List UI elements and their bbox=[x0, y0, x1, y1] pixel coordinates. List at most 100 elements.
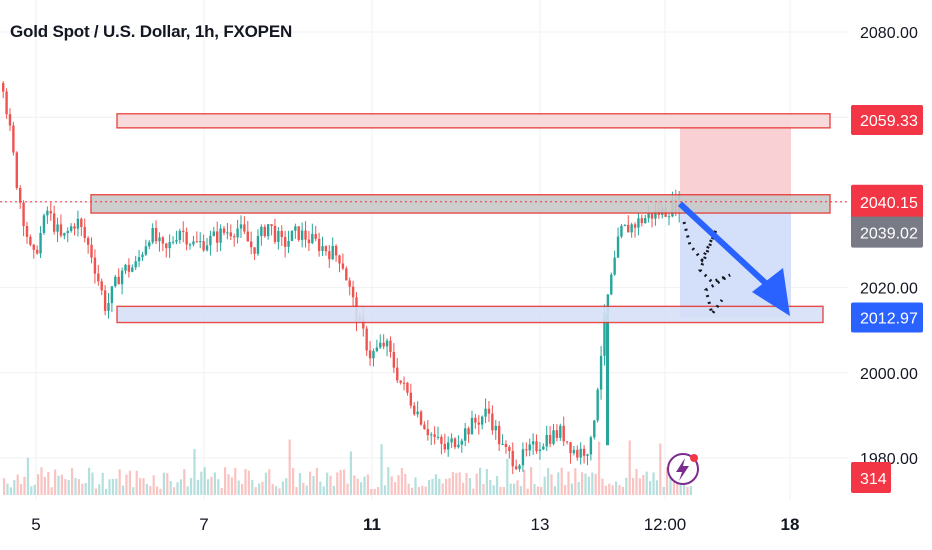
candle-body bbox=[287, 240, 290, 247]
candle-body bbox=[141, 254, 144, 258]
volume-bar bbox=[278, 488, 281, 495]
candle-body bbox=[593, 420, 596, 438]
candle-body bbox=[382, 342, 385, 347]
volume-bar bbox=[383, 485, 386, 495]
candle-body bbox=[555, 430, 559, 438]
candle-body bbox=[131, 267, 134, 272]
candle-body bbox=[86, 238, 90, 245]
volume-bar bbox=[421, 485, 424, 495]
volume-bar bbox=[139, 478, 142, 495]
volume-bar bbox=[499, 486, 502, 495]
candle-body bbox=[623, 224, 627, 226]
candle-body bbox=[447, 442, 450, 450]
candle-body bbox=[188, 244, 192, 246]
candle-body bbox=[633, 224, 637, 228]
volume-bar bbox=[547, 468, 550, 495]
candle-body bbox=[477, 422, 480, 425]
candle-body bbox=[321, 246, 324, 251]
volume-bar bbox=[645, 471, 648, 495]
volume-bar bbox=[448, 478, 451, 495]
candle-body bbox=[375, 347, 379, 352]
volume-bar bbox=[26, 457, 29, 495]
volume-bar bbox=[655, 480, 658, 495]
volume-bar bbox=[441, 483, 444, 495]
candle-body bbox=[535, 441, 538, 452]
volume-bar bbox=[496, 476, 499, 495]
volume-bar bbox=[33, 484, 36, 495]
volume-bar bbox=[227, 474, 230, 495]
candle-body bbox=[25, 226, 29, 237]
volume-bar bbox=[71, 467, 74, 495]
candle-body bbox=[110, 286, 114, 304]
volume-bar bbox=[135, 470, 138, 495]
volume-bar bbox=[434, 474, 437, 495]
volume-bar bbox=[587, 476, 590, 495]
volume-bar bbox=[81, 483, 84, 495]
candle-body bbox=[433, 434, 436, 437]
target-price-tag bbox=[851, 302, 923, 333]
volume-bar bbox=[373, 488, 376, 495]
candle-body bbox=[627, 224, 630, 233]
candle-body bbox=[559, 425, 562, 438]
volume-bar bbox=[638, 478, 641, 495]
candle-body bbox=[613, 257, 616, 275]
candle-body bbox=[528, 444, 531, 451]
candle-body bbox=[372, 351, 375, 359]
volume-bar bbox=[298, 473, 301, 495]
volume-bar bbox=[628, 440, 631, 495]
candle-body bbox=[399, 380, 402, 383]
volume-bar bbox=[397, 475, 400, 495]
x-axis-label: 12:00 bbox=[644, 515, 687, 534]
volume-bar bbox=[353, 475, 356, 495]
volume-bar bbox=[305, 485, 308, 495]
candle-body bbox=[450, 438, 453, 443]
candle-body bbox=[453, 438, 457, 448]
candle-body bbox=[348, 280, 351, 287]
candle-body bbox=[222, 228, 226, 233]
volume-bar bbox=[492, 485, 495, 495]
volume-bar bbox=[254, 487, 257, 495]
x-axis-label: 7 bbox=[199, 515, 208, 534]
volume-bar bbox=[550, 474, 553, 495]
candle-body bbox=[406, 382, 409, 393]
volume-bar bbox=[339, 469, 342, 495]
candle-body bbox=[46, 210, 49, 216]
volume-bar bbox=[336, 472, 339, 495]
volume-bar bbox=[40, 467, 43, 495]
lightning-icon[interactable] bbox=[667, 453, 699, 485]
y-axis-label: 2080.00 bbox=[860, 25, 918, 42]
volume-bar bbox=[9, 487, 12, 495]
volume-bar bbox=[319, 481, 322, 495]
candle-body bbox=[324, 246, 328, 252]
bid-price-text: 2039.02 bbox=[860, 226, 918, 243]
candle-body bbox=[2, 83, 5, 92]
volume-bar bbox=[451, 471, 454, 495]
volume-bar bbox=[349, 451, 352, 495]
volume-bar bbox=[465, 473, 468, 495]
candle-body bbox=[69, 226, 73, 232]
volume-bar bbox=[438, 478, 441, 495]
volume-bar bbox=[489, 479, 492, 495]
candle-body bbox=[158, 237, 161, 242]
volume-bar bbox=[312, 476, 315, 495]
volume-bar bbox=[23, 476, 26, 495]
candle-body bbox=[409, 392, 413, 406]
candle-body bbox=[42, 215, 46, 233]
candle-body bbox=[596, 389, 599, 421]
volume-bar bbox=[149, 485, 152, 495]
candle-body bbox=[430, 434, 433, 436]
candle-body bbox=[73, 226, 76, 229]
candle-body bbox=[307, 239, 311, 244]
candle-body bbox=[487, 408, 491, 414]
volume-bar bbox=[315, 467, 318, 495]
volume-bar bbox=[502, 487, 505, 495]
candle-body bbox=[32, 244, 35, 250]
volume-bar bbox=[360, 482, 363, 495]
volume-bar bbox=[455, 472, 458, 495]
volume-bar bbox=[183, 469, 186, 495]
volume-bar bbox=[3, 478, 6, 495]
volume-bar bbox=[16, 474, 19, 495]
volume-bar bbox=[247, 470, 250, 495]
